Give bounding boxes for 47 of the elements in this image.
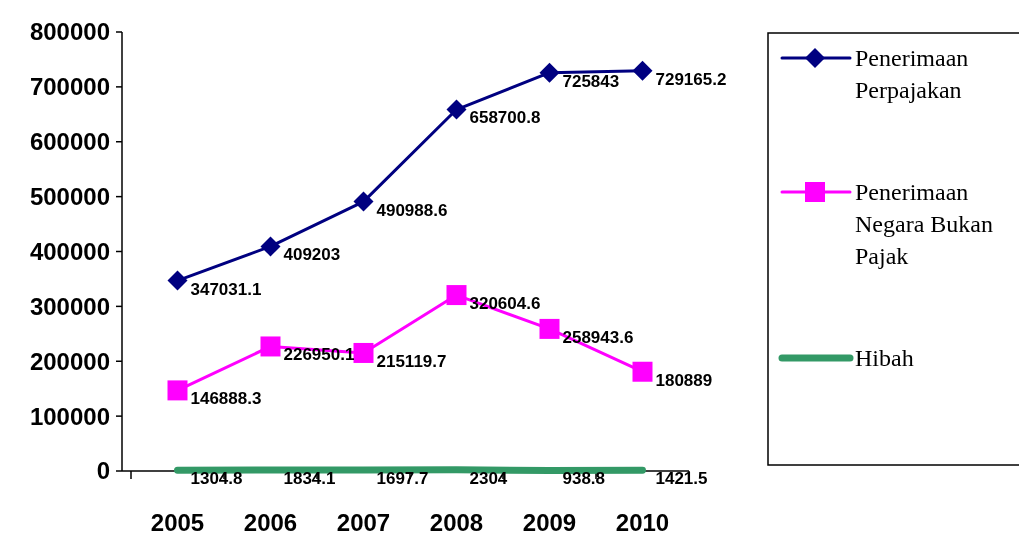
point: [632, 361, 653, 382]
data-label: 347031.1: [190, 279, 262, 299]
y-tick-label: 700000: [29, 73, 110, 101]
x-tick-label: 2009: [522, 509, 577, 534]
data-label: 258943.6: [562, 327, 634, 347]
legend-label: Penerimaan Perpajakan: [855, 45, 969, 104]
data-label: 1834.1: [283, 468, 336, 488]
point: [260, 336, 281, 357]
y-tick-label: 400000: [29, 237, 110, 265]
data-label: 180889: [655, 370, 713, 390]
point: [353, 342, 374, 363]
y-tick-label: 600000: [29, 128, 110, 156]
y-tick-label: 0: [96, 457, 110, 485]
data-label: 729165.2: [655, 69, 727, 89]
data-label: 146888.3: [190, 389, 262, 409]
data-label: 1697.7: [376, 469, 429, 489]
x-tick-label: 2006: [243, 509, 298, 534]
y-tick-label: 100000: [29, 402, 110, 430]
point: [167, 380, 188, 401]
data-label: 938.8: [562, 469, 606, 489]
data-label: 658700.8: [469, 108, 541, 128]
legend-label: Penerimaan Negara Bukan Pajak: [855, 179, 993, 270]
legend-label: Hibah: [855, 345, 914, 372]
point: [446, 285, 467, 306]
point: [539, 318, 560, 339]
data-label: 226950.1: [283, 345, 355, 365]
data-label: 2304: [469, 468, 508, 488]
point: [539, 62, 560, 83]
data-label: 409203: [283, 245, 341, 265]
x-tick-label: 2010: [615, 509, 670, 534]
data-label: 1421.5: [655, 469, 708, 489]
y-tick-label: 300000: [29, 292, 110, 320]
data-label: 1304.8: [190, 469, 243, 489]
y-tick-label: 500000: [29, 183, 110, 211]
data-label: 490988.6: [376, 200, 448, 220]
point: [167, 270, 188, 291]
x-tick-label: 2005: [150, 509, 205, 534]
point: [260, 236, 281, 257]
point: [446, 99, 467, 120]
data-label: 215119.7: [376, 351, 447, 371]
point: [353, 191, 374, 212]
y-tick-label: 200000: [29, 347, 110, 375]
data-label: 725843: [562, 71, 620, 91]
x-tick-label: 2007: [336, 509, 391, 534]
point: [632, 60, 653, 81]
y-tick-label: 800000: [29, 18, 110, 46]
x-tick-label: 2008: [429, 509, 484, 534]
